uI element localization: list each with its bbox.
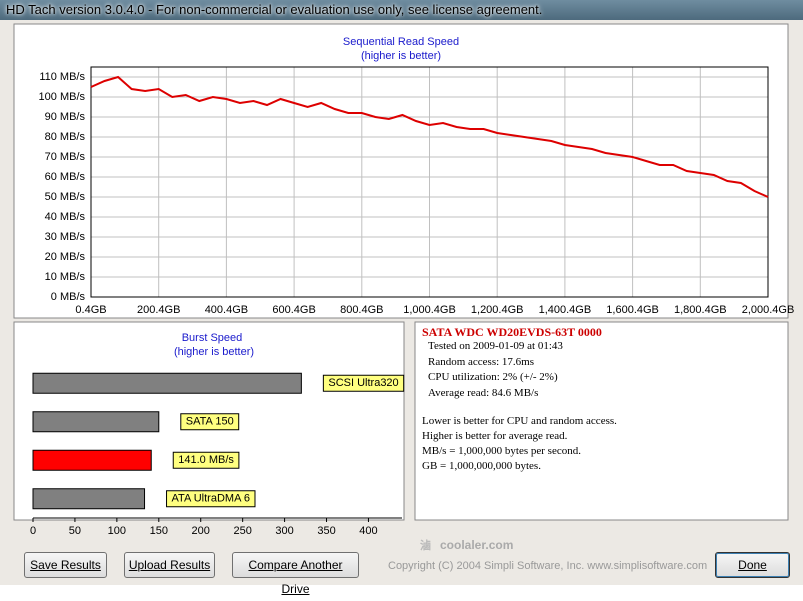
y-tick-label: 60 MB/s bbox=[45, 171, 86, 183]
save-button[interactable]: Save Results bbox=[24, 552, 107, 578]
info-panel bbox=[414, 321, 789, 521]
y-tick-label: 20 MB/s bbox=[45, 251, 86, 263]
y-tick-label: 90 MB/s bbox=[45, 111, 86, 123]
info-text: MB/s = 1,000,000 bytes per second. bbox=[422, 445, 581, 457]
x-tick-label: 100 bbox=[108, 525, 126, 537]
chart-subtitle: (higher is better) bbox=[361, 50, 441, 62]
chart-subtitle: (higher is better) bbox=[174, 346, 254, 358]
x-tick-label: 800.4GB bbox=[340, 304, 383, 316]
x-tick-label: 1,200.4GB bbox=[471, 304, 524, 316]
x-tick-label: 0 bbox=[30, 525, 36, 537]
x-tick-label: 300 bbox=[275, 525, 293, 537]
chart-title: Burst Speed bbox=[182, 332, 243, 344]
x-tick-label: 400 bbox=[359, 525, 377, 537]
bar-label-box bbox=[172, 451, 240, 469]
x-tick-label: 400.4GB bbox=[205, 304, 248, 316]
bar-label: SCSI Ultra320 bbox=[328, 377, 398, 389]
info-text: Higher is better for average read. bbox=[422, 430, 568, 442]
x-tick-label: 1,600.4GB bbox=[606, 304, 659, 316]
bar bbox=[32, 488, 146, 510]
y-tick-label: 40 MB/s bbox=[45, 211, 86, 223]
x-tick-label: 1,800.4GB bbox=[674, 304, 727, 316]
title-bar: HD Tach version 3.0.4.0 - For non-commer… bbox=[0, 0, 803, 20]
info-text: Lower is better for CPU and random acces… bbox=[422, 415, 617, 427]
x-tick-label: 200.4GB bbox=[137, 304, 180, 316]
watermark: coolaler.com bbox=[440, 538, 513, 552]
x-tick-label: 350 bbox=[317, 525, 335, 537]
done-button[interactable]: Done bbox=[715, 552, 790, 578]
y-tick-label: 50 MB/s bbox=[45, 191, 86, 203]
y-tick-label: 30 MB/s bbox=[45, 231, 86, 243]
y-tick-label: 70 MB/s bbox=[45, 151, 86, 163]
bar-label: ATA UltraDMA 6 bbox=[172, 493, 250, 505]
plot-frame bbox=[90, 66, 769, 298]
bar-label-box bbox=[166, 490, 256, 508]
chart-title: Sequential Read Speed bbox=[343, 36, 459, 48]
info-text: GB = 1,000,000,000 bytes. bbox=[422, 460, 541, 472]
upload-button[interactable]: Upload Results bbox=[124, 552, 215, 578]
bar bbox=[32, 372, 302, 394]
y-tick-label: 100 MB/s bbox=[39, 91, 86, 103]
x-tick-label: 600.4GB bbox=[272, 304, 315, 316]
read-line bbox=[90, 75, 769, 198]
x-tick-label: 1,000.4GB bbox=[403, 304, 456, 316]
y-tick-label: 0 MB/s bbox=[51, 291, 86, 303]
x-tick-label: 150 bbox=[150, 525, 168, 537]
y-tick-label: 10 MB/s bbox=[45, 271, 86, 283]
bar-label: SATA 150 bbox=[186, 416, 234, 428]
info-text: CPU utilization: 2% (+/- 2%) bbox=[428, 371, 558, 383]
x-tick-label: 0.4GB bbox=[75, 304, 106, 316]
x-tick-label: 1,400.4GB bbox=[539, 304, 592, 316]
bar-label-box bbox=[322, 374, 405, 392]
x-tick-label: 250 bbox=[233, 525, 251, 537]
bar-label: 141.0 MB/s bbox=[178, 454, 234, 466]
info-text: Random access: 17.6ms bbox=[428, 355, 535, 368]
bar bbox=[32, 411, 160, 433]
compare-button[interactable]: Compare Another Drive bbox=[232, 552, 359, 596]
info-text: Tested on 2009-01-09 at 01:43 bbox=[428, 340, 563, 352]
watermark-logo: 滷 bbox=[420, 538, 431, 552]
y-tick-label: 110 MB/s bbox=[39, 71, 85, 83]
info-text: Average read: 84.6 MB/s bbox=[428, 386, 539, 399]
x-tick-label: 50 bbox=[69, 525, 81, 537]
bar-label-box bbox=[180, 413, 240, 431]
charts: Sequential Read Speed (higher is better)… bbox=[13, 23, 795, 572]
y-tick-label: 80 MB/s bbox=[45, 131, 86, 143]
drive-name: SATA WDC WD20EVDS-63T 0000 bbox=[422, 325, 602, 339]
x-tick-label: 2,000.4GB bbox=[742, 304, 795, 316]
bar bbox=[32, 449, 152, 471]
x-tick-label: 200 bbox=[192, 525, 210, 537]
window-title: HD Tach version 3.0.4.0 - For non-commer… bbox=[6, 2, 543, 17]
copyright: Copyright (C) 2004 Simpli Software, Inc.… bbox=[388, 560, 707, 572]
